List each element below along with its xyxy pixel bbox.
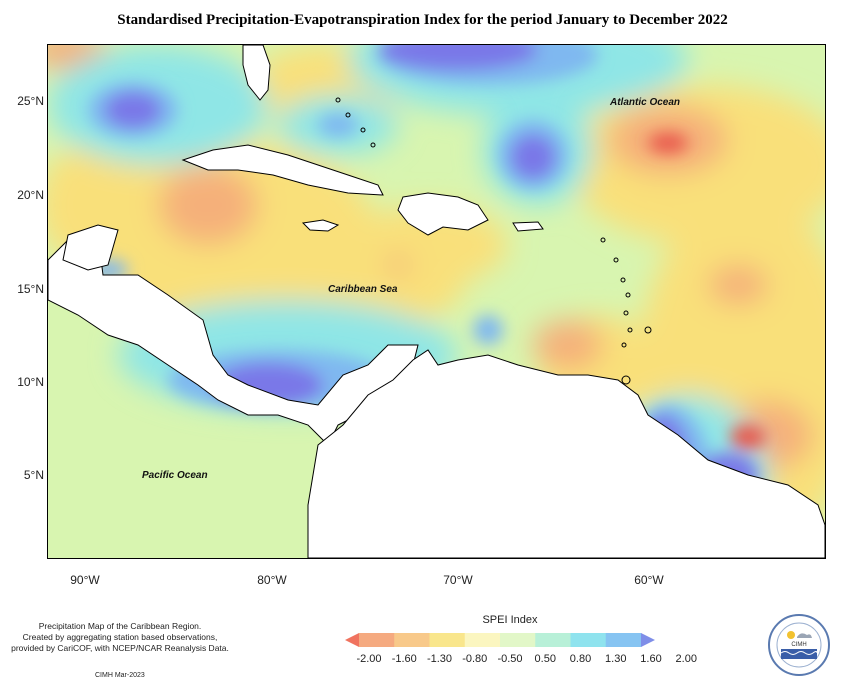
- spei-map: [47, 44, 826, 559]
- description-line-3: provided by CariCOF, with NCEP/NCAR Rean…: [11, 643, 229, 653]
- credit-text: CIMH Mar-2023: [95, 672, 145, 679]
- lat-label-20n: 20°N: [17, 188, 44, 202]
- legend-swatch: [429, 633, 466, 647]
- caribbean-sea-label: Caribbean Sea: [328, 284, 398, 295]
- map-description: Precipitation Map of the Caribbean Regio…: [0, 621, 240, 654]
- legend-tick-label: 2.00: [675, 653, 697, 665]
- legend-colorbar: [345, 633, 655, 647]
- lat-label-25n: 25°N: [17, 94, 44, 108]
- pacific-ocean-label: Pacific Ocean: [142, 470, 208, 481]
- legend-swatch: [345, 633, 359, 647]
- legend-tick-label: 0.50: [534, 653, 556, 665]
- legend-swatch: [605, 633, 642, 647]
- legend-swatch: [641, 633, 655, 647]
- lon-label-90w: 90°W: [70, 573, 100, 587]
- legend-swatch: [500, 633, 536, 647]
- lon-label-70w: 70°W: [443, 573, 473, 587]
- description-line-2: Created by aggregating station based obs…: [22, 632, 218, 642]
- legend-tick-label: 0.80: [569, 653, 592, 665]
- logo-text: CIMH: [791, 642, 806, 648]
- cimh-logo: CIMH: [768, 614, 830, 676]
- map-title: Standardised Precipitation-Evapotranspir…: [117, 12, 728, 28]
- legend-tick-label: 1.60: [640, 653, 662, 665]
- atlantic-ocean-label: Atlantic Ocean: [610, 97, 681, 108]
- legend-tick-label: 1.30: [605, 653, 627, 665]
- lat-label-5n: 5°N: [23, 468, 44, 482]
- legend-tick-label: -0.80: [462, 653, 488, 665]
- legend-tick-label: -0.50: [497, 653, 523, 665]
- legend-tick-label: -2.00: [356, 653, 382, 665]
- legend-title: SPEI Index: [482, 614, 538, 626]
- description-line-1: Precipitation Map of the Caribbean Regio…: [38, 621, 202, 631]
- lon-label-80w: 80°W: [257, 573, 287, 587]
- lon-label-60w: 60°W: [634, 573, 664, 587]
- legend-swatch: [464, 633, 501, 647]
- legend-tick-label: -1.30: [426, 653, 453, 665]
- lat-label-10n: 10°N: [17, 375, 44, 389]
- lat-label-15n: 15°N: [17, 282, 44, 296]
- legend-swatch: [394, 633, 430, 647]
- legend-swatch: [359, 633, 395, 647]
- legend-tick-label: -1.60: [391, 653, 417, 665]
- legend-swatch: [570, 633, 607, 647]
- legend-swatch: [535, 633, 571, 647]
